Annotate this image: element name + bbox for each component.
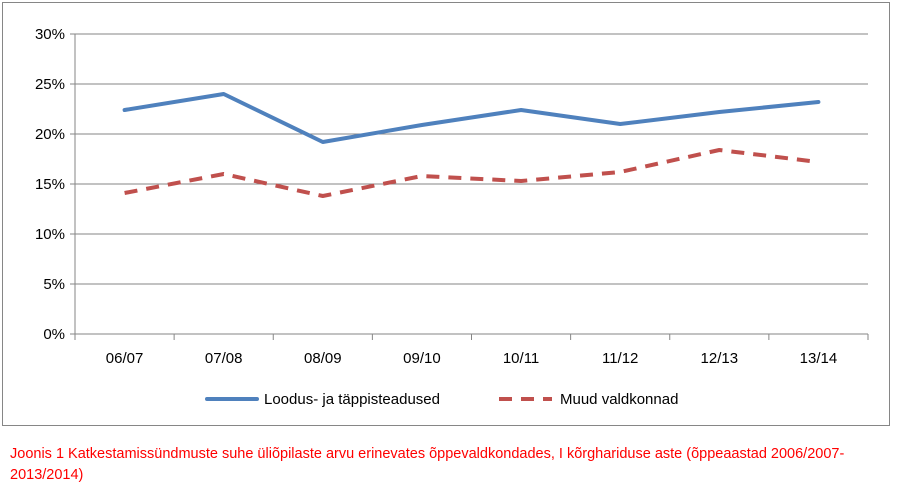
y-tick-label: 5% [43, 276, 65, 293]
legend-label-2: Muud valdkonnad [560, 391, 678, 408]
y-tick-label: 30% [35, 26, 65, 43]
x-tick-label: 07/08 [205, 350, 243, 367]
chart-frame [2, 2, 890, 426]
series-line-1 [122, 92, 821, 144]
x-tick-label: 08/09 [304, 350, 342, 367]
series-line-2 [124, 148, 819, 198]
figure-caption: Joonis 1 Katkestamissündmuste suhe üliõp… [10, 446, 845, 483]
legend-label-1: Loodus- ja täppisteadused [264, 391, 440, 408]
x-tick-label: 09/10 [403, 350, 441, 367]
x-tick-label: 11/12 [602, 350, 638, 367]
line-chart: 0% 5% 10% 15% 20% 25% 30% 06/07 07/08 08/09 09/10 1… [35, 26, 869, 408]
y-tick-label: 15% [35, 176, 65, 193]
y-tick-label: 25% [35, 76, 65, 93]
x-tick-label: 06/07 [106, 350, 144, 367]
y-tick-label: 0% [43, 326, 65, 343]
y-tick-label: 10% [35, 226, 65, 243]
x-tick-label: 10/11 [503, 350, 539, 367]
x-tick-label: 12/13 [701, 350, 739, 367]
y-tick-label: 20% [35, 126, 65, 143]
x-tick-label: 13/14 [800, 350, 838, 367]
